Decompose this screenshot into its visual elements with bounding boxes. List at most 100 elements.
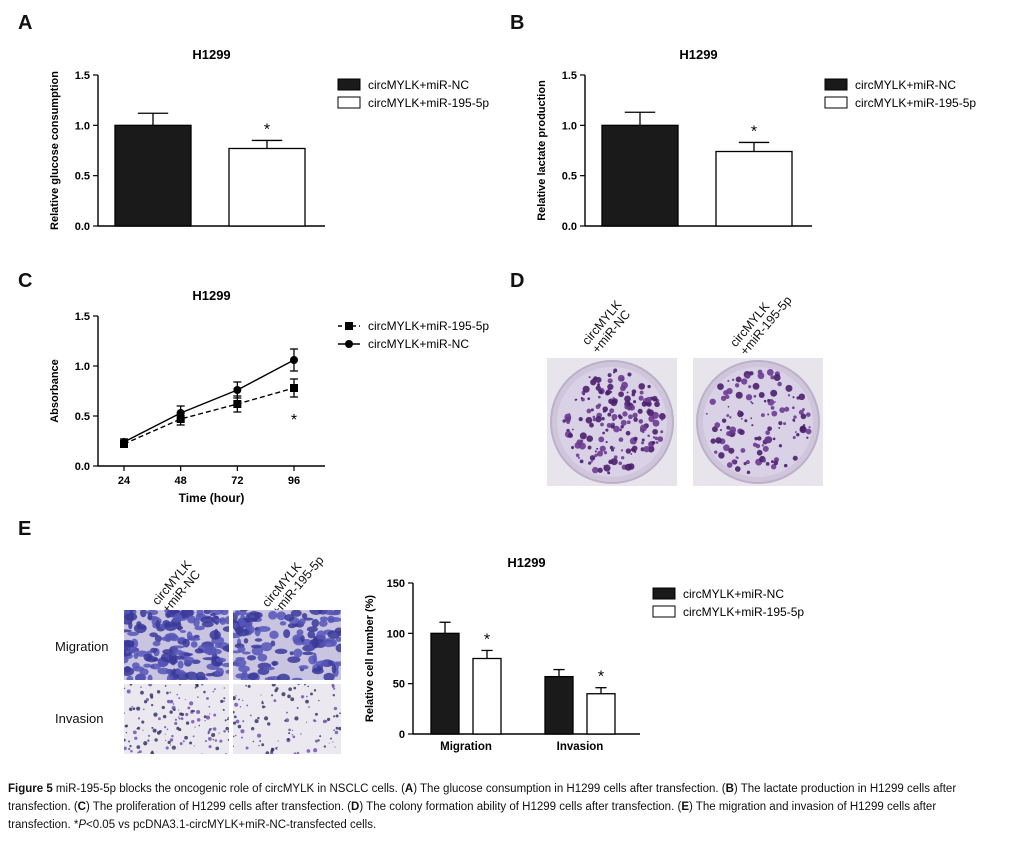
chart-b: 0.0 0.5 1.0 1.5 H1299 Relative lactate produc… — [536, 47, 976, 233]
cell — [214, 643, 222, 649]
x-tick-label: 72 — [231, 475, 243, 487]
colony — [717, 383, 724, 391]
cell — [151, 750, 154, 754]
y-tick-label: 1.5 — [562, 70, 577, 82]
colony — [607, 373, 612, 378]
cell — [178, 697, 181, 700]
cell — [233, 735, 235, 738]
colony — [791, 406, 795, 410]
cell — [136, 745, 141, 749]
cell — [254, 719, 259, 724]
colony — [771, 460, 774, 464]
cell — [128, 646, 137, 654]
cell — [212, 727, 217, 731]
colony — [750, 401, 752, 403]
colony — [613, 447, 616, 449]
cell — [333, 687, 336, 690]
cell — [264, 677, 275, 680]
cell — [179, 629, 187, 634]
cell — [225, 669, 229, 674]
cell — [322, 637, 336, 648]
cell — [291, 729, 294, 731]
cell — [335, 726, 339, 730]
y-tick-label: 0 — [399, 729, 405, 741]
cell — [227, 716, 229, 719]
cell — [149, 663, 162, 670]
panel-d-label-1: circMYLK +miR-NC — [579, 297, 634, 356]
cell — [284, 719, 287, 722]
y-tick-label: 100 — [387, 628, 405, 640]
cell — [215, 667, 224, 676]
colony — [620, 385, 626, 392]
cell — [306, 626, 318, 633]
colony — [729, 416, 732, 419]
cell — [225, 752, 227, 754]
cell — [187, 615, 196, 624]
cell — [194, 625, 205, 631]
cell — [147, 674, 153, 680]
cell — [328, 742, 330, 744]
cell — [308, 706, 310, 708]
colony — [772, 437, 776, 441]
cell — [124, 712, 125, 714]
cell — [296, 629, 304, 636]
colony — [785, 384, 793, 392]
cell — [178, 684, 182, 686]
colony — [575, 398, 578, 401]
colony — [800, 413, 807, 420]
cell — [237, 646, 246, 653]
colony — [612, 398, 618, 404]
x-tick-label: 96 — [288, 475, 300, 487]
colony — [607, 383, 614, 391]
colony — [647, 434, 650, 438]
cell — [258, 745, 260, 747]
y-tick-label: 1.0 — [75, 120, 90, 132]
cell — [185, 712, 189, 717]
colony — [580, 397, 583, 400]
cell — [235, 656, 246, 661]
colony — [601, 416, 605, 421]
colony — [602, 431, 605, 435]
colony — [630, 453, 633, 455]
cell — [223, 700, 225, 702]
colony — [654, 396, 657, 399]
cell — [261, 743, 265, 747]
cell — [160, 624, 165, 629]
colony — [808, 426, 811, 429]
cell — [175, 669, 185, 675]
colony — [757, 372, 765, 380]
colony — [599, 445, 606, 452]
cell — [154, 738, 158, 742]
significance-marker: * — [291, 412, 297, 429]
x-tick-label: 24 — [118, 475, 131, 487]
colony — [607, 465, 610, 468]
cell — [174, 718, 178, 721]
panel-e-label-1: circMYLK +miR-NC — [149, 557, 204, 616]
legend-swatch — [824, 78, 848, 91]
cell — [187, 706, 191, 710]
cell — [307, 685, 309, 688]
cell — [293, 648, 303, 658]
cell — [214, 618, 226, 623]
cell — [240, 672, 250, 680]
cell — [149, 693, 154, 697]
cell — [143, 663, 152, 668]
cell — [177, 716, 180, 718]
cell — [223, 697, 226, 700]
cell — [247, 672, 259, 680]
cell — [153, 712, 158, 717]
legend-label: circMYLK+miR-195-5p — [855, 96, 976, 110]
cell — [332, 741, 334, 743]
cell — [162, 714, 167, 719]
cell — [198, 724, 201, 727]
colony — [726, 431, 732, 437]
cell — [171, 734, 174, 738]
colony — [643, 445, 650, 453]
cell — [167, 740, 171, 745]
cell — [276, 748, 278, 751]
cell — [126, 675, 134, 680]
cell — [325, 611, 338, 616]
cell — [234, 702, 239, 707]
colony — [603, 466, 606, 469]
cell — [132, 730, 137, 735]
